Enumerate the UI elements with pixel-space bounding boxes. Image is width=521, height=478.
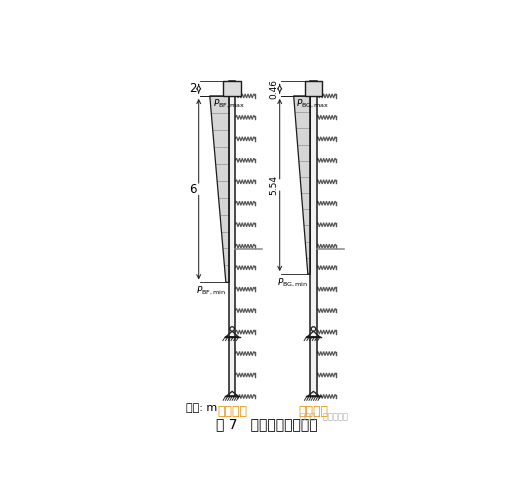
- Text: 波峰压力: 波峰压力: [217, 405, 247, 419]
- Text: 单位: m: 单位: m: [186, 403, 217, 413]
- Polygon shape: [210, 96, 229, 282]
- Text: 图 7   波浪作用计算简图: 图 7 波浪作用计算简图: [216, 417, 318, 431]
- Bar: [305, 81, 322, 96]
- Polygon shape: [294, 96, 311, 274]
- Text: 公众号 · 拉森锡板桦: 公众号 · 拉森锡板桦: [300, 413, 348, 422]
- Bar: [311, 81, 317, 396]
- Text: 波谷拉力: 波谷拉力: [299, 405, 328, 419]
- Text: $P_{\mathrm{BF,min}}$: $P_{\mathrm{BF,min}}$: [196, 285, 227, 297]
- Text: 2: 2: [189, 82, 197, 95]
- Text: 6: 6: [189, 183, 197, 196]
- Text: $P_{\mathrm{BF,max}}$: $P_{\mathrm{BF,max}}$: [213, 98, 245, 110]
- Text: $P_{\mathrm{BG,max}}$: $P_{\mathrm{BG,max}}$: [296, 98, 330, 110]
- Text: 5.54: 5.54: [269, 175, 278, 195]
- Text: 0.46: 0.46: [269, 79, 278, 98]
- Bar: [224, 81, 241, 96]
- Bar: [229, 81, 235, 396]
- Text: $P_{\mathrm{BG,min}}$: $P_{\mathrm{BG,min}}$: [277, 277, 308, 289]
